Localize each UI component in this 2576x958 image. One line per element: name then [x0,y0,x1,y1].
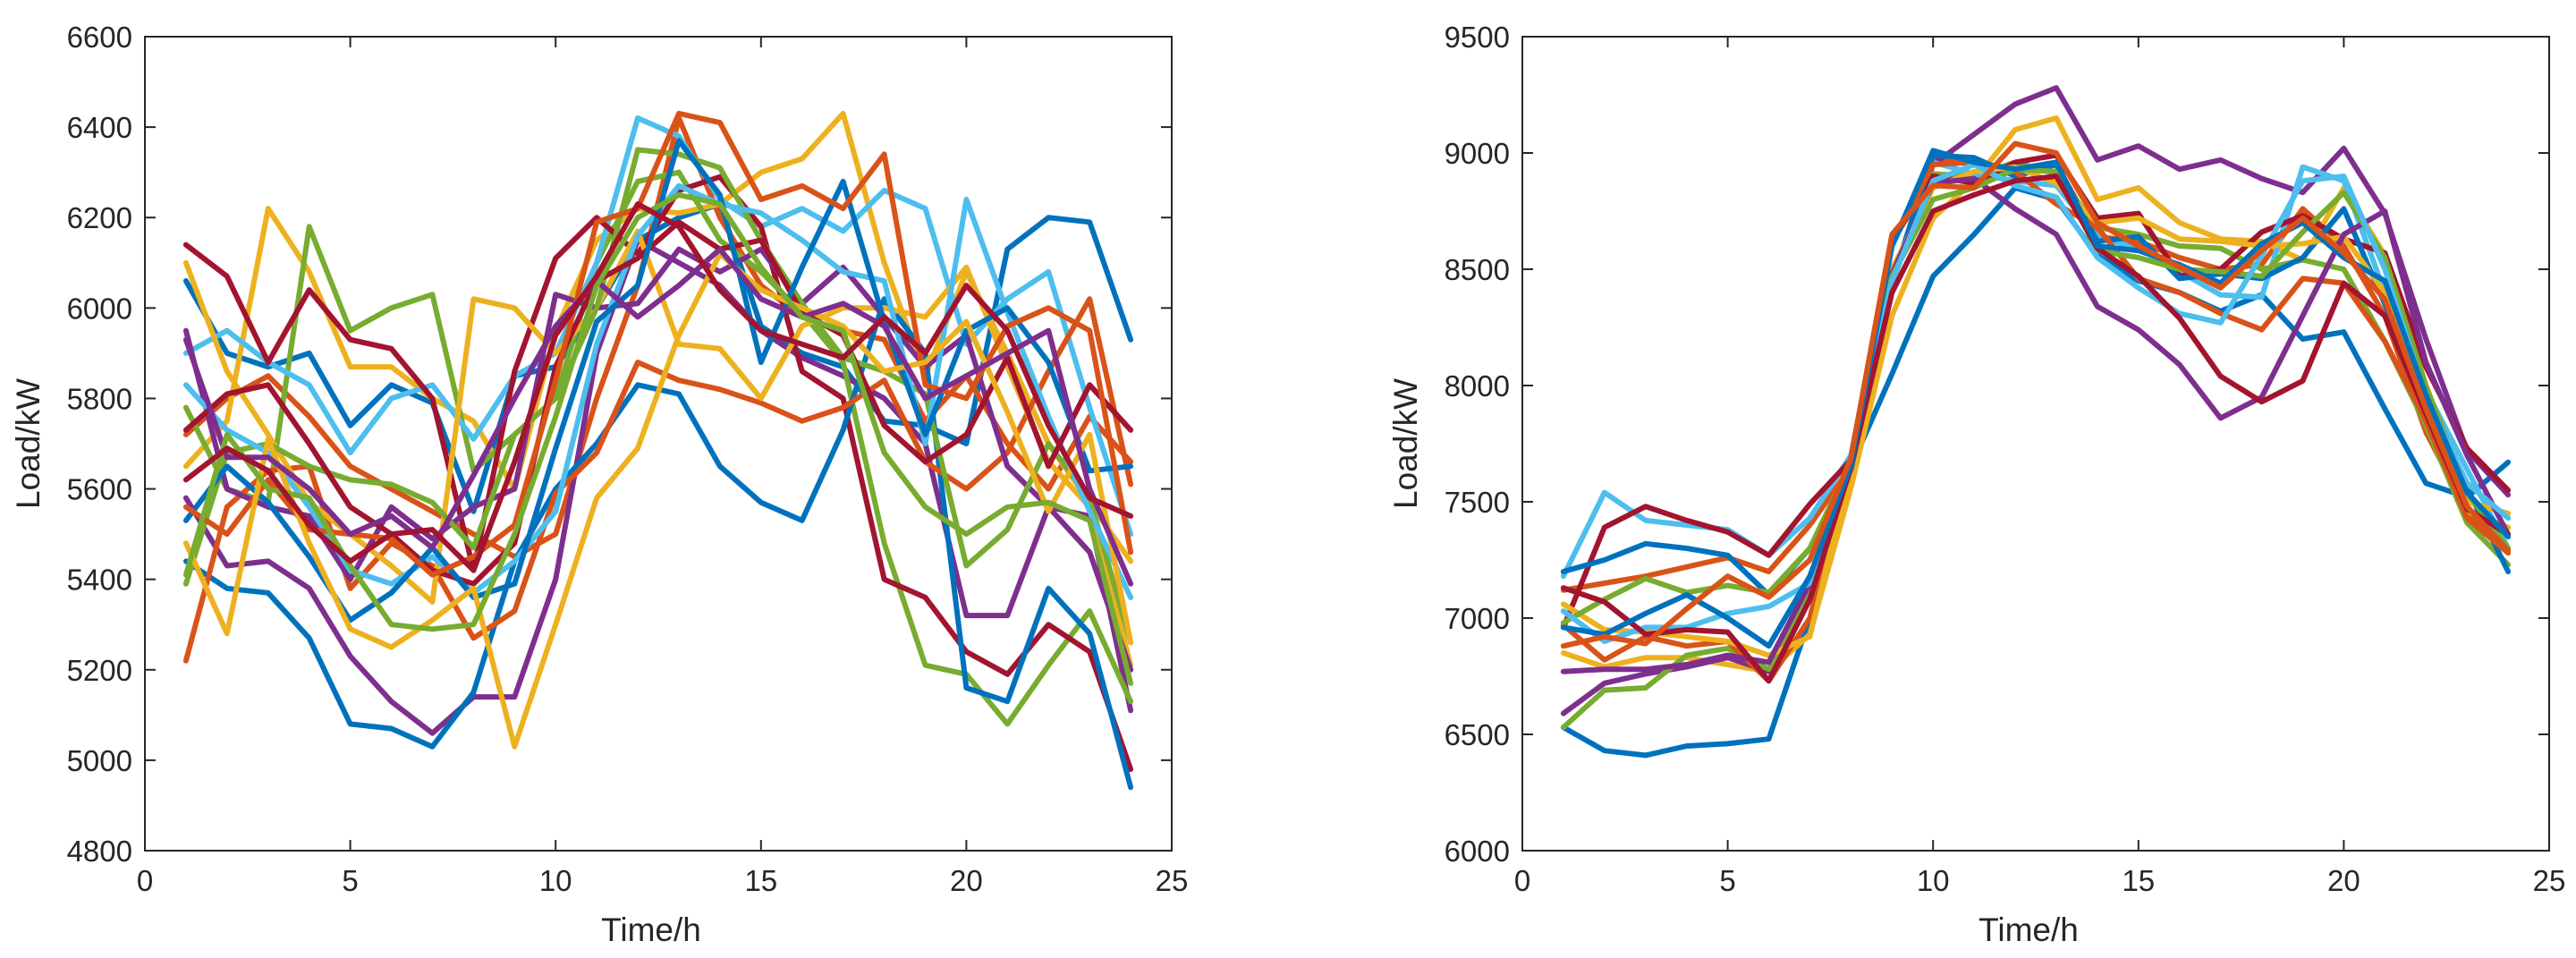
right-series-line-12 [1560,166,2512,626]
left-series-line-4 [182,237,1134,736]
right-series-line-11 [1560,175,2512,674]
left-x-tick-label: 5 [342,864,358,897]
right-y-tick-label: 7500 [1445,486,1510,519]
left-x-tick-label: 10 [539,864,572,897]
left-series-line-14 [182,219,1134,587]
left-series-line-11 [182,246,1134,673]
right-y-axis-label: Load/kW [1387,378,1424,509]
right-x-tick-label: 15 [2122,864,2155,897]
left-plot-area [182,110,1134,791]
left-y-axis-label: Load/kW [10,378,47,509]
left-y-tick-label: 6600 [67,21,132,54]
left-x-tick-label: 25 [1156,864,1189,897]
left-series-line-16 [182,110,1134,578]
right-y-tick-label: 8500 [1445,253,1510,286]
left-y-tick-label: 5800 [67,382,132,415]
right-series-line-14 [1560,174,2512,684]
right-y-tick-label: 6500 [1445,718,1510,751]
left-x-axis-label: Time/h [601,911,701,948]
left-y-tick-label: 5200 [67,654,132,687]
left-series-line-18 [182,246,1134,587]
left-y-tick-label: 4800 [67,835,132,868]
right-y-tick-label: 9000 [1445,137,1510,170]
left-series-line-17 [182,250,1134,750]
right-y-tick-label: 6000 [1445,835,1510,868]
right-x-tick-label: 0 [1514,864,1530,897]
right-y-tick-label: 9500 [1445,21,1510,54]
left-y-tick-label: 5400 [67,564,132,597]
left-series-line-5 [182,169,1134,727]
left-x-tick-label: 20 [950,864,983,897]
left-y-tick-label: 6400 [67,111,132,144]
right-x-tick-label: 25 [2533,864,2566,897]
left-series-line-20 [182,201,1134,573]
left-series-line-12 [182,147,1134,646]
right-axis-ticks: 0 5 10 15 20 25 6000 6500 7000 7500 8000 8500 9000 95… [1445,21,2566,897]
right-plot-area [1560,85,2512,759]
left-x-tick-label: 0 [137,864,153,897]
left-x-tick-label: 15 [744,864,777,897]
right-series-line-10 [1560,164,2512,658]
left-series-line-1 [182,201,1134,514]
right-y-tick-label: 7000 [1445,602,1510,635]
right-x-tick-label: 5 [1719,864,1735,897]
left-plot-group: 0 5 10 15 20 25 4800 5000 5200 5400 5600 5800 6000 62… [10,21,1188,948]
right-x-tick-label: 20 [2327,864,2360,897]
right-series-line-7 [1560,152,2512,631]
left-axis-ticks: 0 5 10 15 20 25 4800 5000 5200 5400 5600 5800 6000 62… [67,21,1189,897]
left-y-tick-label: 6200 [67,201,132,234]
left-y-tick-label: 6000 [67,292,132,325]
right-x-axis-label: Time/h [1979,911,2079,948]
left-y-tick-label: 5600 [67,473,132,506]
left-y-tick-label: 5000 [67,744,132,777]
right-y-tick-label: 8000 [1445,369,1510,403]
left-plot-frame [144,36,1173,852]
right-x-tick-label: 10 [1917,864,1950,897]
right-series-line-16 [1560,140,2512,649]
right-plot-frame [1521,36,2550,852]
left-series-line-10 [182,228,1134,668]
right-plot-group: 0 5 10 15 20 25 6000 6500 7000 7500 8000 8500 9000 95… [1387,21,2565,948]
